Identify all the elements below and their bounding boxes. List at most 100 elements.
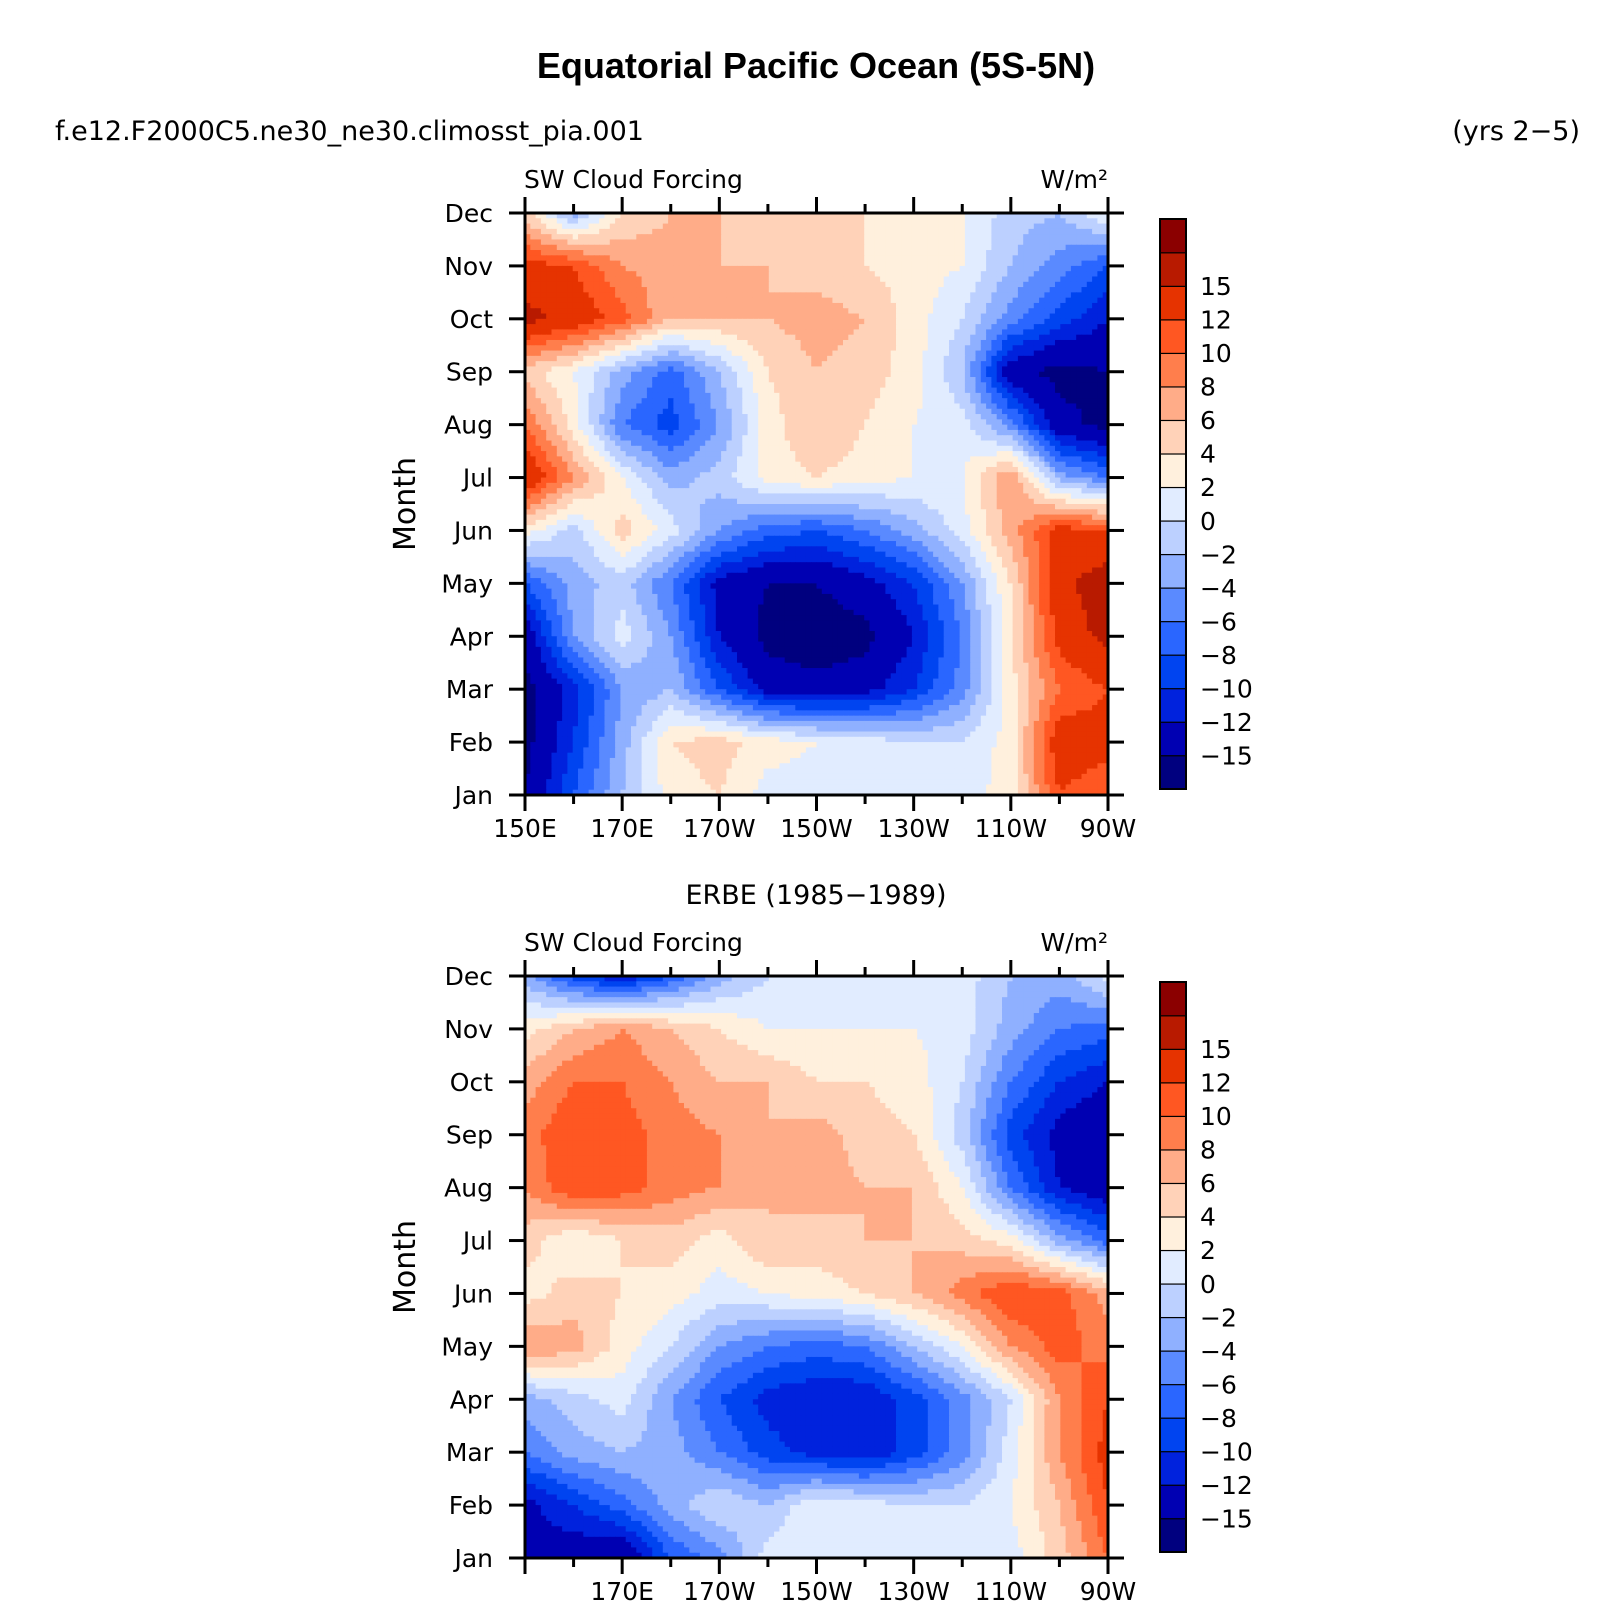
field-cell — [768, 218, 775, 225]
field-cell — [885, 435, 892, 442]
field-cell — [593, 339, 600, 346]
field-cell — [890, 398, 897, 405]
field-cell — [906, 382, 913, 389]
field-cell — [742, 334, 749, 341]
field-cell — [593, 223, 600, 230]
field-cell — [1081, 318, 1088, 325]
field-cell — [599, 382, 606, 389]
field-cell — [805, 308, 812, 315]
field-cell — [747, 334, 754, 341]
field-cell — [726, 429, 733, 436]
field-cell — [599, 435, 606, 442]
field-cell — [678, 403, 685, 410]
field-cell — [832, 308, 839, 315]
field-cell — [758, 218, 765, 225]
field-cell — [1033, 234, 1040, 241]
field-cell — [535, 377, 542, 383]
field-cell — [763, 350, 770, 357]
field-cell — [779, 271, 786, 278]
field-cell — [1002, 318, 1008, 325]
field-cell — [652, 329, 659, 336]
field-cell — [1086, 345, 1093, 352]
field-cell — [964, 250, 971, 256]
field-cell — [1070, 271, 1077, 278]
field-cell — [615, 244, 621, 251]
field-cell — [1044, 429, 1051, 436]
field-cell — [593, 239, 600, 246]
field-cell — [742, 361, 749, 368]
field-cell — [556, 297, 563, 304]
field-cell — [795, 377, 802, 383]
field-cell — [864, 329, 871, 336]
field-cell — [832, 223, 839, 230]
field-cell — [1044, 218, 1051, 225]
field-cell — [668, 276, 674, 283]
field-cell — [572, 377, 579, 383]
field-cell — [1017, 355, 1024, 362]
field-cell — [779, 382, 786, 389]
field-cell — [1049, 371, 1056, 378]
field-cell — [535, 435, 542, 442]
field-cell — [864, 302, 871, 309]
field-cell — [1028, 287, 1035, 293]
field-cell — [583, 451, 590, 457]
field-cell — [843, 361, 849, 368]
field-cell — [710, 382, 717, 389]
field-cell — [620, 419, 627, 426]
field-cell — [874, 218, 881, 225]
field-cell — [959, 271, 966, 278]
field-cell — [906, 403, 913, 410]
field-cell — [980, 408, 987, 415]
field-cell — [525, 451, 531, 457]
field-cell — [922, 218, 929, 225]
field-cell — [1007, 213, 1014, 219]
field-cell — [901, 440, 908, 447]
field-cell — [858, 350, 865, 357]
field-cell — [593, 334, 600, 341]
field-cell — [1086, 445, 1093, 452]
field-cell — [556, 213, 563, 219]
field-cell — [811, 265, 818, 272]
field-cell — [1033, 250, 1040, 256]
field-cell — [763, 334, 770, 341]
field-cell — [699, 403, 706, 410]
field-cell — [1023, 223, 1030, 230]
field-cell — [705, 250, 712, 256]
field-cell — [964, 392, 971, 399]
field-cell — [943, 292, 950, 299]
field-cell — [567, 271, 574, 278]
field-cell — [668, 292, 674, 299]
field-cell — [938, 414, 945, 420]
field-cell — [652, 297, 659, 304]
field-cell — [747, 292, 754, 299]
field-cell — [540, 403, 547, 410]
field-cell — [525, 239, 531, 246]
field-cell — [710, 334, 717, 341]
field-cell — [943, 223, 950, 230]
field-cell — [933, 355, 939, 362]
field-cell — [1076, 271, 1083, 278]
field-cell — [933, 228, 939, 235]
field-cell — [763, 424, 770, 431]
field-cell — [811, 234, 818, 241]
field-cell — [615, 424, 621, 431]
field-cell — [943, 255, 950, 262]
field-cell — [1060, 440, 1067, 447]
field-cell — [1076, 318, 1083, 325]
field-cell — [800, 302, 807, 309]
field-cell — [1012, 302, 1019, 309]
field-cell — [949, 366, 955, 373]
field-cell — [959, 318, 966, 325]
field-cell — [848, 371, 855, 378]
panel-top-ylabel: Month — [388, 457, 423, 551]
field-cell — [604, 281, 611, 288]
field-cell — [1065, 339, 1072, 346]
field-cell — [837, 440, 844, 447]
field-cell — [583, 366, 590, 373]
field-cell — [540, 281, 547, 288]
field-cell — [1092, 334, 1098, 341]
field-cell — [964, 440, 971, 447]
field-cell — [949, 228, 955, 235]
field-cell — [795, 276, 802, 283]
field-cell — [864, 292, 871, 299]
